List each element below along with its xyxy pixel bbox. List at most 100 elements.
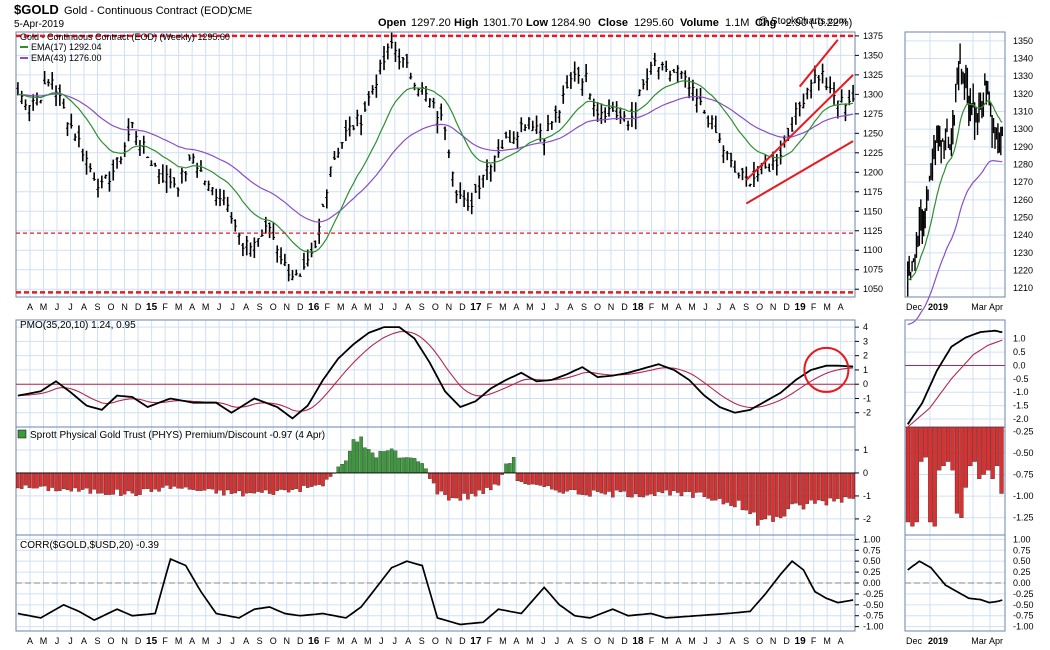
phys-bar xyxy=(702,472,707,497)
phys-bar xyxy=(233,472,238,494)
y-tick-label: 0.75 xyxy=(863,545,881,555)
pmo-inset-grid xyxy=(905,320,1005,427)
phys-bar xyxy=(58,472,62,491)
phys-bar xyxy=(191,472,196,490)
phys-bar xyxy=(546,472,550,487)
phys-bar xyxy=(950,426,955,471)
phys-bar xyxy=(142,472,146,490)
x-tick-label: M xyxy=(364,636,372,646)
x-tick-label: A xyxy=(27,302,33,312)
phys-bar xyxy=(92,472,96,490)
phys-bar xyxy=(538,472,543,486)
x-tick-label: J xyxy=(703,636,708,646)
phys-bar xyxy=(81,472,85,490)
phys-bar xyxy=(794,472,798,504)
price-inset-frame xyxy=(904,31,1006,298)
x-tick-label: S xyxy=(581,302,587,312)
phys-bar xyxy=(347,450,352,474)
phys-bar xyxy=(990,426,995,479)
phys-bar xyxy=(843,472,848,498)
x-tick-label: O xyxy=(756,302,763,312)
inset-y-tick-label: 1310 xyxy=(1013,107,1033,117)
x-tick-label: A xyxy=(405,636,411,646)
phys-bar xyxy=(698,472,703,493)
phys-bar xyxy=(714,472,718,501)
x-tick-label: S xyxy=(257,636,263,646)
x-tick-label: S xyxy=(257,302,263,312)
x-tick-label: A xyxy=(567,636,573,646)
x-tick-label: J xyxy=(55,302,60,312)
instrument-name: Gold - Continuous Contract (EOD) xyxy=(64,5,232,17)
phys-bar xyxy=(199,472,203,491)
phys-bar xyxy=(237,472,241,492)
x-tick-label: A xyxy=(513,302,519,312)
y-tick-label: 0 xyxy=(863,379,868,389)
phys-bar xyxy=(954,426,960,514)
phys-bar xyxy=(672,472,676,491)
phys-bar xyxy=(710,472,714,501)
inset-pmo-line xyxy=(906,329,1003,425)
x-tick-label: M xyxy=(499,636,507,646)
phys-bar xyxy=(378,451,382,474)
x-tick-label: S xyxy=(581,636,587,646)
phys-bar xyxy=(972,426,977,462)
x-tick-label: A xyxy=(405,302,411,312)
phys-bar xyxy=(576,472,581,495)
phys-bar xyxy=(84,472,89,489)
y-tick-label: 1200 xyxy=(863,167,883,177)
x-tick-label: N xyxy=(121,636,128,646)
inset-y-tick-label: -0.75 xyxy=(1013,611,1034,621)
inset-y-tick-label: -1.25 xyxy=(1013,513,1034,523)
x-tick-label: M xyxy=(688,636,696,646)
phys-bar xyxy=(107,472,112,495)
x-tick-label: A xyxy=(351,302,357,312)
y-tick-label: -2 xyxy=(863,514,871,524)
inset-x-tick-label: 2019 xyxy=(928,636,948,646)
inset-y-tick-label: -0.25 xyxy=(1013,589,1034,599)
phys-bar xyxy=(725,472,729,503)
phys-bar xyxy=(397,457,402,474)
phys-bar xyxy=(195,472,199,491)
phys-bar xyxy=(941,426,946,467)
phys-bar xyxy=(466,472,470,500)
phys-bar xyxy=(355,441,360,474)
phys-bar xyxy=(691,472,695,498)
x-tick-label: J xyxy=(541,636,546,646)
y-tick-label: 0.50 xyxy=(863,556,881,566)
inset-y-tick-label: -1.00 xyxy=(1013,491,1034,501)
phys-bar xyxy=(786,472,790,510)
phys-bar xyxy=(183,472,188,488)
phys-bar xyxy=(603,472,607,495)
inset-y-tick-label: 1230 xyxy=(1013,248,1033,258)
y-tick-label: 1 xyxy=(863,445,868,455)
phys-bar xyxy=(218,472,222,491)
inset-y-tick-label: 1340 xyxy=(1013,54,1033,64)
phys-bar xyxy=(65,472,70,491)
x-tick-label: O xyxy=(432,636,439,646)
x-tick-label: J xyxy=(230,636,235,646)
x-tick-label: F xyxy=(162,302,168,312)
y-tick-label: 1175 xyxy=(863,187,882,197)
phys-bar xyxy=(986,426,991,471)
phys-bar xyxy=(473,472,478,497)
x-tick-label: F xyxy=(811,636,817,646)
inset-y-tick-label: 1290 xyxy=(1013,142,1033,152)
x-tick-label: J xyxy=(541,302,546,312)
phys-bar xyxy=(283,472,287,491)
x-tick-label: M xyxy=(202,636,210,646)
phys-bar xyxy=(187,472,192,490)
x-tick-label: M xyxy=(661,636,669,646)
y-tick-label: 1300 xyxy=(863,89,883,99)
phys-bar xyxy=(420,463,424,474)
x-tick-label: D xyxy=(135,302,142,312)
phys-bar xyxy=(729,472,733,506)
phys-bar xyxy=(428,472,432,479)
x-tick-label: S xyxy=(743,636,749,646)
volume-label: Volume xyxy=(680,17,719,29)
phys-bar xyxy=(919,426,924,462)
x-tick-label: F xyxy=(324,302,330,312)
exchange: CME xyxy=(230,6,253,17)
phys-bar xyxy=(839,472,844,503)
phys-bar xyxy=(977,426,982,479)
y-tick-label: 1375 xyxy=(863,31,883,41)
